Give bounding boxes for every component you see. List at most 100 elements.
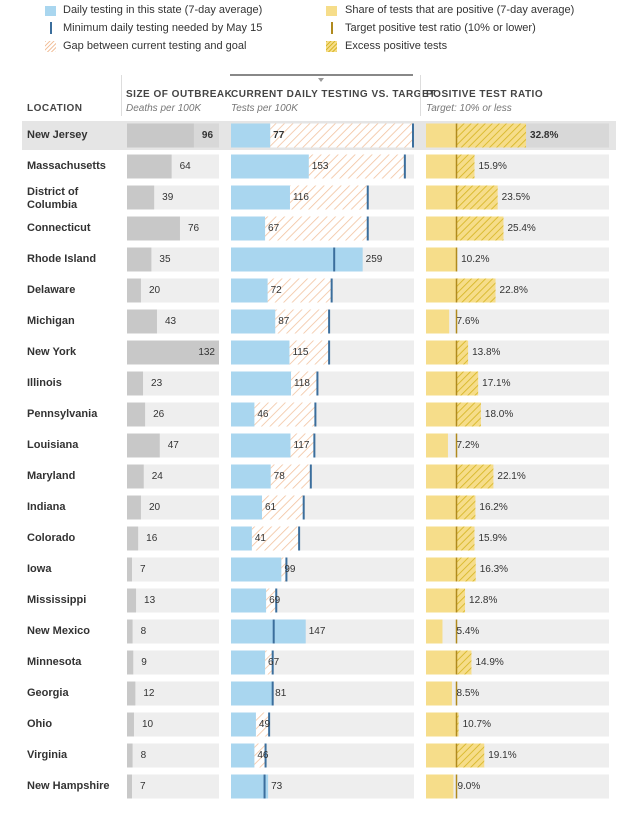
testing-target-tick	[309, 464, 312, 489]
positive-bar	[426, 154, 457, 179]
excess-bar	[456, 526, 475, 551]
outbreak-bar	[127, 154, 172, 179]
testing-bar	[231, 557, 282, 582]
legend-label-target-ratio: Target positive test ratio (10% or lower…	[345, 22, 536, 34]
outbreak-bar	[127, 340, 219, 365]
ratio-target-line	[455, 402, 458, 427]
row-state-name: New Mexico	[27, 625, 90, 637]
outbreak-bar	[127, 433, 160, 458]
testing-value: 87	[278, 315, 290, 327]
testing-gap	[270, 123, 413, 148]
outbreak-bar	[127, 123, 194, 148]
testing-gap	[266, 588, 277, 613]
outbreak-value: 8	[140, 625, 147, 637]
testing-gap	[270, 464, 311, 489]
row-state-name: Illinois	[27, 377, 62, 389]
row-state-name: New York	[27, 346, 77, 358]
row-state-name: Colorado	[27, 532, 76, 544]
legend-swatch-excess-positive	[326, 41, 337, 52]
testing-value: 46	[257, 749, 269, 761]
ratio-value: 10.7%	[462, 718, 491, 730]
ratio-value: 16.3%	[479, 563, 509, 575]
testing-target-tick	[333, 247, 336, 272]
ratio-target-line	[455, 278, 458, 303]
ratio-target-line	[455, 557, 458, 582]
positive-bar	[426, 123, 457, 148]
legend-swatch-daily-testing	[45, 6, 56, 16]
ratio-track	[426, 433, 609, 458]
ratio-target-line	[455, 309, 458, 334]
testing-value: 115	[292, 346, 309, 358]
ratio-value: 14.9%	[475, 656, 504, 668]
outbreak-track	[127, 278, 219, 303]
legend-label-gap: Gap between current testing and goal	[63, 40, 247, 52]
positive-bar	[426, 309, 450, 334]
header-divider-ratio	[420, 75, 421, 116]
testing-gap	[254, 743, 266, 768]
legend-label-share-positive: Share of tests that are positive (7-day …	[345, 4, 575, 16]
testing-target-tick	[275, 588, 278, 613]
outbreak-track	[127, 774, 219, 799]
ratio-target-line	[455, 712, 458, 737]
outbreak-value: 35	[159, 253, 171, 265]
outbreak-track	[127, 681, 219, 706]
outbreak-value: 7	[140, 780, 146, 792]
testing-value: 118	[293, 377, 310, 389]
outbreak-value: 76	[187, 222, 200, 234]
header-sort-bar[interactable]	[230, 74, 413, 76]
ratio-target-line	[455, 681, 458, 706]
legend-swatch-minimum-needed	[50, 22, 52, 34]
positive-bar	[426, 557, 457, 582]
positive-bar	[426, 743, 457, 768]
header-location: LOCATION	[27, 103, 83, 114]
testing-bar	[231, 774, 269, 799]
excess-bar	[456, 402, 481, 427]
ratio-target-line	[455, 464, 458, 489]
sort-chevron-down-icon[interactable]	[318, 78, 324, 82]
testing-target-tick	[366, 185, 369, 210]
outbreak-value: 20	[148, 284, 161, 296]
excess-bar	[456, 588, 466, 613]
testing-value: 72	[270, 284, 282, 296]
testing-value: 147	[308, 625, 326, 637]
outbreak-bar	[127, 650, 134, 675]
positive-bar	[426, 371, 457, 396]
outbreak-bar	[127, 495, 141, 520]
testing-bar	[231, 526, 252, 551]
outbreak-value: 132	[198, 346, 215, 358]
row-state-name: New Hampshire	[27, 780, 110, 792]
ratio-value: 17.1%	[482, 377, 511, 389]
outbreak-bar	[127, 309, 157, 334]
outbreak-value: 13	[144, 594, 156, 606]
outbreak-track	[127, 619, 219, 644]
ratio-track	[426, 309, 609, 334]
ratio-value: 7.6%	[456, 315, 480, 327]
testing-bar	[231, 371, 291, 396]
header-outbreak-subtitle: Deaths per 100K	[126, 103, 202, 114]
outbreak-bar	[127, 712, 134, 737]
testing-value: 67	[268, 222, 280, 234]
testing-gap	[262, 495, 304, 520]
positive-bar	[426, 433, 448, 458]
row-state-name: Virginia	[27, 749, 68, 761]
testing-gap	[290, 371, 318, 396]
ratio-target-line	[455, 123, 458, 148]
row-state-name: New Jersey	[27, 129, 88, 141]
outbreak-value: 10	[141, 718, 154, 730]
testing-value: 117	[293, 439, 310, 451]
testing-bar	[231, 402, 255, 427]
row-state-name: Michigan	[27, 315, 75, 327]
outbreak-track	[127, 557, 219, 582]
testing-gap	[267, 278, 332, 303]
ratio-value: 8.5%	[456, 687, 480, 699]
testing-value: 259	[365, 253, 383, 265]
testing-gap	[275, 309, 330, 334]
positive-bar	[426, 495, 457, 520]
testing-bar	[231, 433, 291, 458]
testing-gap	[308, 154, 405, 179]
excess-bar	[456, 154, 475, 179]
ratio-track	[426, 619, 609, 644]
outbreak-bar	[127, 743, 133, 768]
testing-bar	[231, 619, 306, 644]
